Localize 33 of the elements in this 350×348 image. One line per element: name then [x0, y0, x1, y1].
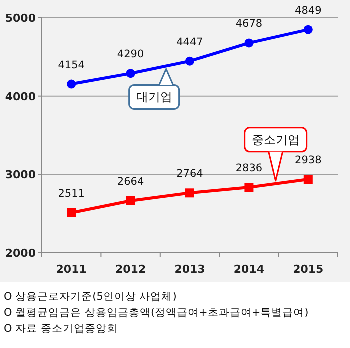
point [67, 208, 76, 218]
x-tick-label: 2012 [115, 263, 146, 276]
point [304, 175, 313, 184]
data-label: 4849 [295, 4, 322, 17]
x-tick-label: 2013 [174, 263, 206, 276]
y-tick-label: 5000 [5, 12, 36, 25]
text: O 자료 중소기업중앙회 [4, 323, 118, 335]
series-label: 대기업 [136, 90, 172, 104]
point [186, 56, 194, 66]
text: O 월평균임금은 상용임금총액(정액급여+초과급여+특별급여) [4, 307, 309, 319]
point [304, 25, 313, 34]
x-tick-label: 2015 [293, 263, 324, 276]
data-label: 2836 [236, 162, 263, 175]
point [126, 69, 136, 78]
point [244, 38, 254, 48]
y-tick-label: 4000 [5, 90, 36, 104]
x-tick-label: 2014 [234, 263, 265, 276]
y-tick-label: 3000 [5, 168, 36, 182]
data-label: 2511 [58, 188, 85, 200]
x-tick-label: 2011 [56, 263, 87, 276]
point [126, 196, 136, 206]
point [186, 188, 194, 198]
point [244, 183, 254, 192]
data-label: 2664 [117, 176, 144, 188]
text: O 상용근로자기준(5인이상 사업체) [4, 291, 177, 303]
point [67, 80, 76, 89]
data-label: 4154 [58, 59, 86, 72]
data-label: 2938 [295, 154, 322, 167]
data-label: 4678 [236, 18, 263, 30]
data-label: 2764 [176, 168, 204, 180]
data-label: 4447 [176, 36, 204, 48]
y-tick-label: 2000 [5, 247, 36, 260]
data-label: 4290 [117, 48, 144, 61]
